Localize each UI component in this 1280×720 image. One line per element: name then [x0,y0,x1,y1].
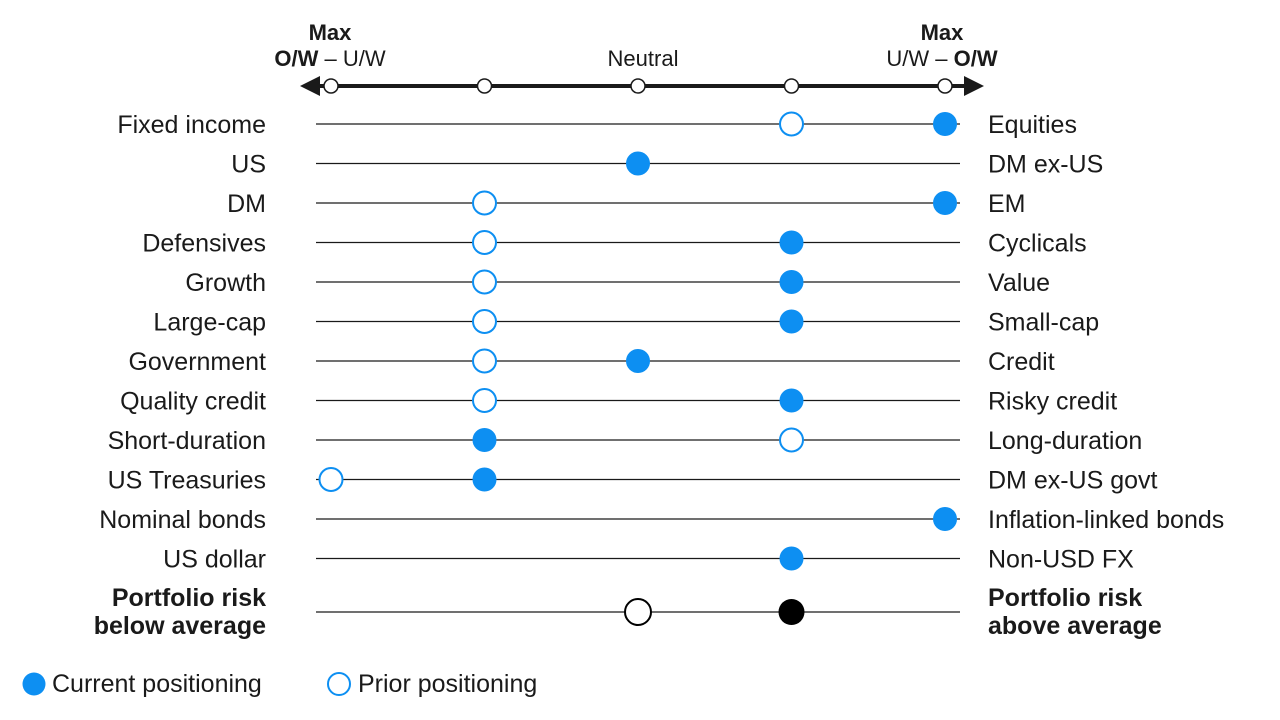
axis-tick-3 [783,78,800,94]
row-left-label: Short-duration [108,427,266,455]
row-left-label: US Treasuries [108,467,266,495]
current-dot [933,112,957,136]
row-right-label: Long-duration [988,427,1142,455]
right-header-max: Max [921,20,965,45]
left-header-ow: O/W [274,46,318,71]
row-right-label: Non-USD FX [988,546,1134,574]
axis-arrow-right [964,76,984,96]
left-header-sep: – [318,46,342,71]
row-left-label: Fixed income [117,111,266,139]
current-dot [779,230,804,255]
prior-dot [472,269,497,295]
row-left-label: Large-cap [153,309,266,337]
row-left-label: Growth [185,269,266,297]
row: Government Credit [128,348,1054,376]
prior-dot [318,467,344,492]
row-left-label: DM [227,190,266,218]
prior-dot [472,348,497,374]
risk-current-dot [778,599,805,625]
legend-prior-icon [327,672,351,696]
row-left-label: Defensives [142,230,266,258]
current-dot [933,507,957,531]
legend: Current positioning Prior positioning [22,670,537,698]
scale-axis [300,76,984,96]
current-dot [626,151,650,176]
row: US dollar Non-USD FX [163,546,1134,574]
current-dot [779,309,804,334]
row-left-label: Quality credit [120,388,266,416]
legend-current-icon [22,672,46,696]
current-dot [472,467,497,492]
row-right-label: Equities [988,111,1077,139]
current-dot [933,191,957,215]
right-header-uw: U/W [886,46,929,71]
row: Quality credit Risky credit [120,388,1117,416]
axis-tick-4 [937,78,953,94]
prior-dot [472,190,497,216]
left-header-uw: U/W [343,46,386,71]
prior-dot [472,230,497,255]
row: Growth Value [185,269,1050,297]
prior-dot [472,388,497,413]
row: Short-duration Long-duration [108,427,1143,455]
row-right-label: EM [988,190,1026,218]
axis-arrow-left [300,76,320,96]
rows-group: Fixed income Equities US DM ex-US DM EM Defens… [99,111,1224,574]
row-right-label: Cyclicals [988,230,1087,258]
row: Nominal bonds Inflation-linked bonds [99,506,1224,534]
risk-right-label: above average [988,612,1162,640]
current-dot [472,428,497,452]
scale-header: Max O/W – U/W Neutral Max U/W – O/W [274,20,997,71]
legend-current-label: Current positioning [52,670,262,698]
axis-tick-2 [630,78,646,94]
risk-prior-dot [624,598,652,626]
left-header-max: Max [309,20,353,45]
right-header-scale: U/W – O/W [886,46,997,71]
row-right-label: Value [988,269,1050,297]
current-dot [626,349,650,373]
row: Fixed income Equities [117,111,1077,139]
axis-tick-0 [323,78,339,94]
neutral-label: Neutral [608,46,679,71]
row-right-label: DM ex-US [988,151,1103,179]
row-left-label: US [231,151,266,179]
row-left-label: Government [128,348,266,376]
row-left-label: US dollar [163,546,266,574]
current-dot [779,270,804,294]
row-right-label: Risky credit [988,388,1117,416]
row: DM EM [227,190,1025,218]
row: Large-cap Small-cap [153,309,1099,337]
right-header-sep: – [929,46,953,71]
row-right-label: DM ex-US govt [988,467,1158,495]
row-right-label: Inflation-linked bonds [988,506,1224,534]
current-dot [779,388,804,413]
axis-tick-1 [476,78,493,94]
risk-left-label: below average [94,612,266,640]
row-right-label: Small-cap [988,309,1099,337]
row: US DM ex-US [231,151,1103,179]
risk-left-label: Portfolio risk [112,584,266,612]
left-header-scale: O/W – U/W [274,46,385,71]
current-dot [779,546,804,571]
prior-dot [472,309,497,334]
prior-dot [779,427,804,453]
legend-prior-label: Prior positioning [358,670,537,698]
row-right-label: Credit [988,348,1055,376]
row: Defensives Cyclicals [142,230,1086,258]
prior-dot [779,111,804,137]
row: US Treasuries DM ex-US govt [108,467,1158,495]
row-left-label: Nominal bonds [99,506,266,534]
right-header-ow: O/W [954,46,998,71]
risk-right-label: Portfolio risk [988,584,1142,612]
